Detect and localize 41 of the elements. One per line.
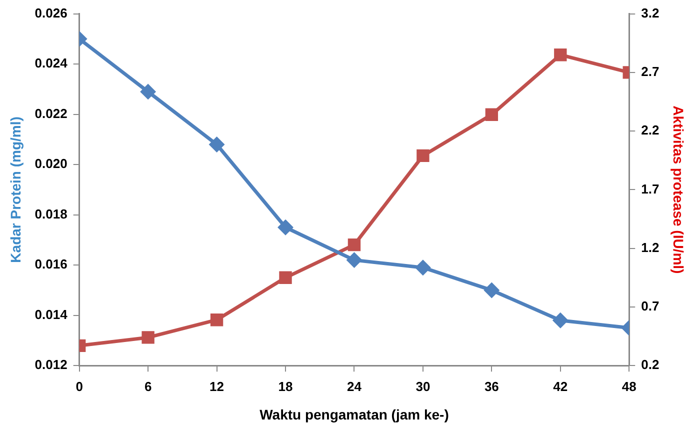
x-tick-label: 18: [278, 378, 293, 394]
x-tick-label: 42: [553, 378, 568, 394]
y-tick-label: 0.024: [34, 56, 68, 71]
x-tick-label: 30: [416, 378, 430, 394]
x-tick-label: 6: [144, 378, 152, 394]
point: [140, 84, 156, 99]
point: [348, 238, 361, 252]
y-tick-label: 0.026: [34, 5, 68, 20]
point: [416, 149, 430, 162]
x-tick-label: 36: [484, 378, 499, 394]
point: [553, 313, 568, 328]
x-tick-label: 24: [346, 378, 362, 394]
point: [484, 282, 499, 298]
point: [278, 220, 293, 235]
y2-tick-label: 1.2: [641, 240, 660, 255]
y2-axis-title: Aktivitas protease (IU/ml): [670, 106, 687, 274]
y-tick-label: 0.020: [34, 156, 68, 172]
x-tick-label: 48: [622, 378, 636, 394]
point: [210, 314, 224, 326]
point: [416, 260, 430, 275]
y2-tick-label: 2.2: [641, 122, 660, 138]
y-tick-label: 0.014: [34, 306, 68, 322]
y2-tick-label: 1.7: [641, 181, 660, 196]
point: [554, 48, 567, 62]
y-tick-label: 0.016: [34, 256, 68, 272]
x-tick-label: 0: [76, 378, 83, 394]
y-tick-label: 0.022: [34, 106, 68, 121]
y2-tick-label: 2.7: [641, 64, 660, 80]
point: [485, 108, 498, 121]
y-tick-label: 0.018: [34, 206, 68, 222]
y2-tick-label: 3.2: [641, 5, 660, 20]
y2-tick-label: 0.2: [641, 357, 660, 372]
x-tick-label: 12: [210, 378, 224, 394]
y-tick-label: 0.012: [34, 357, 68, 372]
point: [142, 331, 154, 344]
y2-tick-label: 0.7: [641, 298, 660, 314]
point: [346, 252, 362, 268]
y-axis-title: Kadar Protein (mg/ml): [7, 116, 24, 263]
point: [279, 271, 292, 284]
x-axis-title: Waktu pengamatan (jam ke-): [260, 406, 449, 422]
point: [210, 137, 224, 152]
